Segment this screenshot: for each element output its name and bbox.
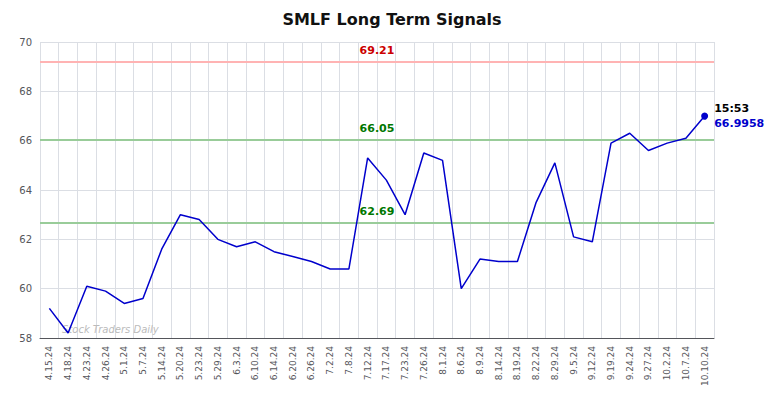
svg-text:7.17.24: 7.17.24 (381, 346, 391, 381)
svg-text:7.2.24: 7.2.24 (325, 346, 335, 375)
svg-text:64: 64 (19, 185, 32, 196)
svg-text:4.26.24: 4.26.24 (101, 346, 111, 381)
svg-text:5.20.24: 5.20.24 (175, 346, 185, 381)
svg-text:6.20.24: 6.20.24 (288, 346, 298, 381)
svg-text:5.7.24: 5.7.24 (138, 346, 148, 375)
svg-text:7.8.24: 7.8.24 (344, 346, 354, 375)
svg-text:69.21: 69.21 (360, 44, 395, 57)
svg-text:9.19.24: 9.19.24 (606, 346, 616, 381)
svg-text:4.15.24: 4.15.24 (44, 346, 54, 381)
svg-text:7.12.24: 7.12.24 (363, 346, 373, 381)
svg-text:9.12.24: 9.12.24 (587, 346, 597, 381)
svg-text:8.22.24: 8.22.24 (531, 346, 541, 381)
svg-text:5.1.24: 5.1.24 (119, 346, 129, 375)
svg-text:8.19.24: 8.19.24 (512, 346, 522, 381)
svg-text:10.10.24: 10.10.24 (700, 346, 710, 386)
svg-text:7.26.24: 7.26.24 (419, 346, 429, 381)
svg-text:8.14.24: 8.14.24 (494, 346, 504, 381)
svg-text:8.29.24: 8.29.24 (550, 346, 560, 381)
svg-text:10.7.24: 10.7.24 (681, 346, 691, 381)
svg-text:70: 70 (19, 37, 32, 48)
svg-text:4.23.24: 4.23.24 (82, 346, 92, 381)
svg-text:5.23.24: 5.23.24 (194, 346, 204, 381)
svg-text:6.3.24: 6.3.24 (232, 346, 242, 375)
svg-text:9.24.24: 9.24.24 (625, 346, 635, 381)
svg-text:8.1.24: 8.1.24 (438, 346, 448, 375)
svg-text:58: 58 (19, 333, 32, 344)
svg-text:6.10.24: 6.10.24 (250, 346, 260, 381)
svg-text:Stock Traders Daily: Stock Traders Daily (62, 324, 160, 335)
svg-text:62.69: 62.69 (360, 205, 395, 218)
svg-text:66.9958: 66.9958 (714, 117, 764, 130)
svg-text:8.6.24: 8.6.24 (456, 346, 466, 375)
svg-text:SMLF Long Term Signals: SMLF Long Term Signals (282, 10, 501, 29)
svg-text:5.14.24: 5.14.24 (157, 346, 167, 381)
svg-text:66.05: 66.05 (360, 122, 395, 135)
svg-text:62: 62 (19, 234, 32, 245)
svg-text:6.14.24: 6.14.24 (269, 346, 279, 381)
svg-text:6.26.24: 6.26.24 (306, 346, 316, 381)
svg-text:9.5.24: 9.5.24 (569, 346, 579, 375)
svg-text:66: 66 (19, 135, 32, 146)
svg-text:60: 60 (19, 283, 32, 294)
svg-text:68: 68 (19, 86, 32, 97)
svg-text:8.9.24: 8.9.24 (475, 346, 485, 375)
svg-text:5.29.24: 5.29.24 (213, 346, 223, 381)
svg-text:4.18.24: 4.18.24 (63, 346, 73, 381)
svg-text:10.2.24: 10.2.24 (662, 346, 672, 381)
svg-text:7.23.24: 7.23.24 (400, 346, 410, 381)
svg-text:9.27.24: 9.27.24 (643, 346, 653, 381)
svg-text:15:53: 15:53 (714, 102, 749, 115)
